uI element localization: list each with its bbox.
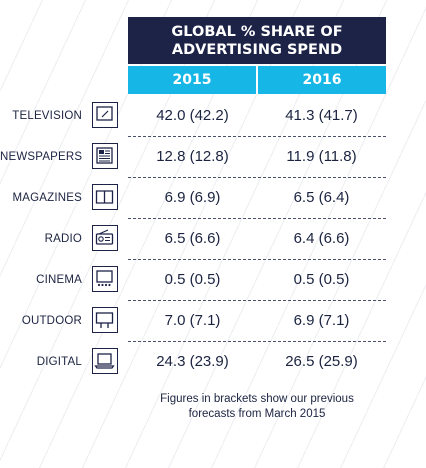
row-label: DIGITAL bbox=[36, 356, 82, 368]
column-header-2015: 2015 bbox=[128, 66, 256, 94]
footnote-line-2: forecasts from March 2015 bbox=[188, 408, 326, 420]
row-divider bbox=[128, 218, 386, 219]
row-divider bbox=[128, 259, 386, 260]
table-row: OUTDOOR 7.0 (7.1) 6.9 (7.1) bbox=[0, 303, 426, 339]
row-label: CINEMA bbox=[36, 274, 82, 286]
table-title-line-1: GLOBAL % SHARE OF bbox=[171, 23, 343, 40]
value-2016: 6.9 (7.1) bbox=[293, 312, 350, 329]
value-2015: 6.9 (6.9) bbox=[164, 189, 221, 206]
table-row: NEWSPAPERS 12.8 (12.8) 11.9 (11.8) bbox=[0, 139, 426, 175]
value-2016: 26.5 (25.9) bbox=[285, 353, 358, 370]
radio-icon bbox=[92, 225, 118, 251]
footnote-line-1: Figures in brackets show our previous bbox=[160, 393, 354, 405]
table-row: MAGAZINES 6.9 (6.9) 6.5 (6.4) bbox=[0, 180, 426, 216]
table-row: DIGITAL 24.3 (23.9) 26.5 (25.9) bbox=[0, 344, 426, 380]
footnote: Figures in brackets show our previous fo… bbox=[128, 392, 386, 422]
television-icon bbox=[92, 102, 118, 128]
year-header: 2015 2016 bbox=[128, 66, 386, 94]
row-divider bbox=[128, 341, 386, 342]
value-2015: 0.5 (0.5) bbox=[164, 271, 221, 288]
magazine-icon bbox=[92, 184, 118, 210]
value-2015: 12.8 (12.8) bbox=[156, 148, 229, 165]
billboard-icon bbox=[92, 307, 118, 333]
value-2015: 24.3 (23.9) bbox=[156, 353, 229, 370]
value-2016: 6.4 (6.6) bbox=[293, 230, 350, 247]
value-2015: 6.5 (6.6) bbox=[164, 230, 221, 247]
value-2016: 41.3 (41.7) bbox=[285, 107, 358, 124]
value-2016: 11.9 (11.8) bbox=[286, 148, 357, 165]
row-label: NEWSPAPERS bbox=[0, 151, 83, 163]
table-row: RADIO 6.5 (6.6) 6.4 (6.6) bbox=[0, 221, 426, 257]
value-2016: 0.5 (0.5) bbox=[293, 271, 350, 288]
row-label: TELEVISION bbox=[12, 110, 82, 122]
row-label: MAGAZINES bbox=[12, 192, 82, 204]
row-label: RADIO bbox=[44, 233, 82, 245]
value-2016: 6.5 (6.4) bbox=[293, 189, 350, 206]
value-2015: 7.0 (7.1) bbox=[164, 312, 221, 329]
table-title: GLOBAL % SHARE OF ADVERTISING SPEND bbox=[128, 17, 386, 64]
row-label: OUTDOOR bbox=[21, 315, 82, 327]
value-2015: 42.0 (42.2) bbox=[156, 107, 229, 124]
cinema-icon bbox=[92, 266, 118, 292]
row-divider bbox=[128, 136, 386, 137]
table-row: TELEVISION 42.0 (42.2) 41.3 (41.7) bbox=[0, 98, 426, 134]
column-header-2016: 2016 bbox=[256, 66, 386, 94]
laptop-icon bbox=[92, 348, 118, 374]
row-divider bbox=[128, 177, 386, 178]
table-row: CINEMA 0.5 (0.5) 0.5 (0.5) bbox=[0, 262, 426, 298]
table-title-line-2: ADVERTISING SPEND bbox=[171, 41, 343, 58]
newspaper-icon bbox=[92, 143, 118, 169]
row-divider bbox=[128, 300, 386, 301]
